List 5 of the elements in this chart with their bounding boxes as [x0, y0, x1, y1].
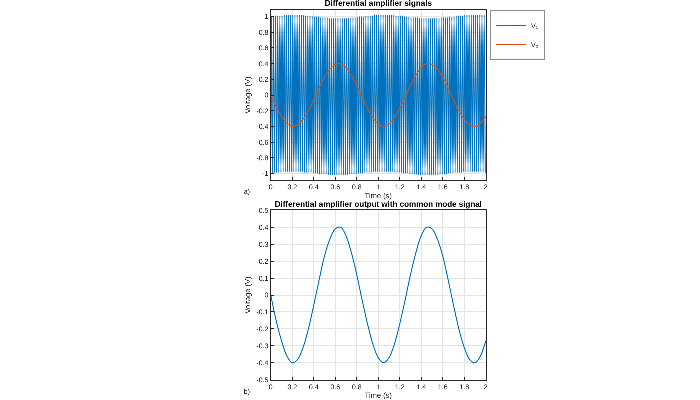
- chart-title: Differential amplifier signals: [325, 0, 433, 8]
- line-series: [271, 14, 486, 176]
- line-series: [271, 226, 486, 364]
- chart-title: Differential amplifier output with common mode signal: [275, 200, 482, 209]
- line-series: [271, 63, 486, 128]
